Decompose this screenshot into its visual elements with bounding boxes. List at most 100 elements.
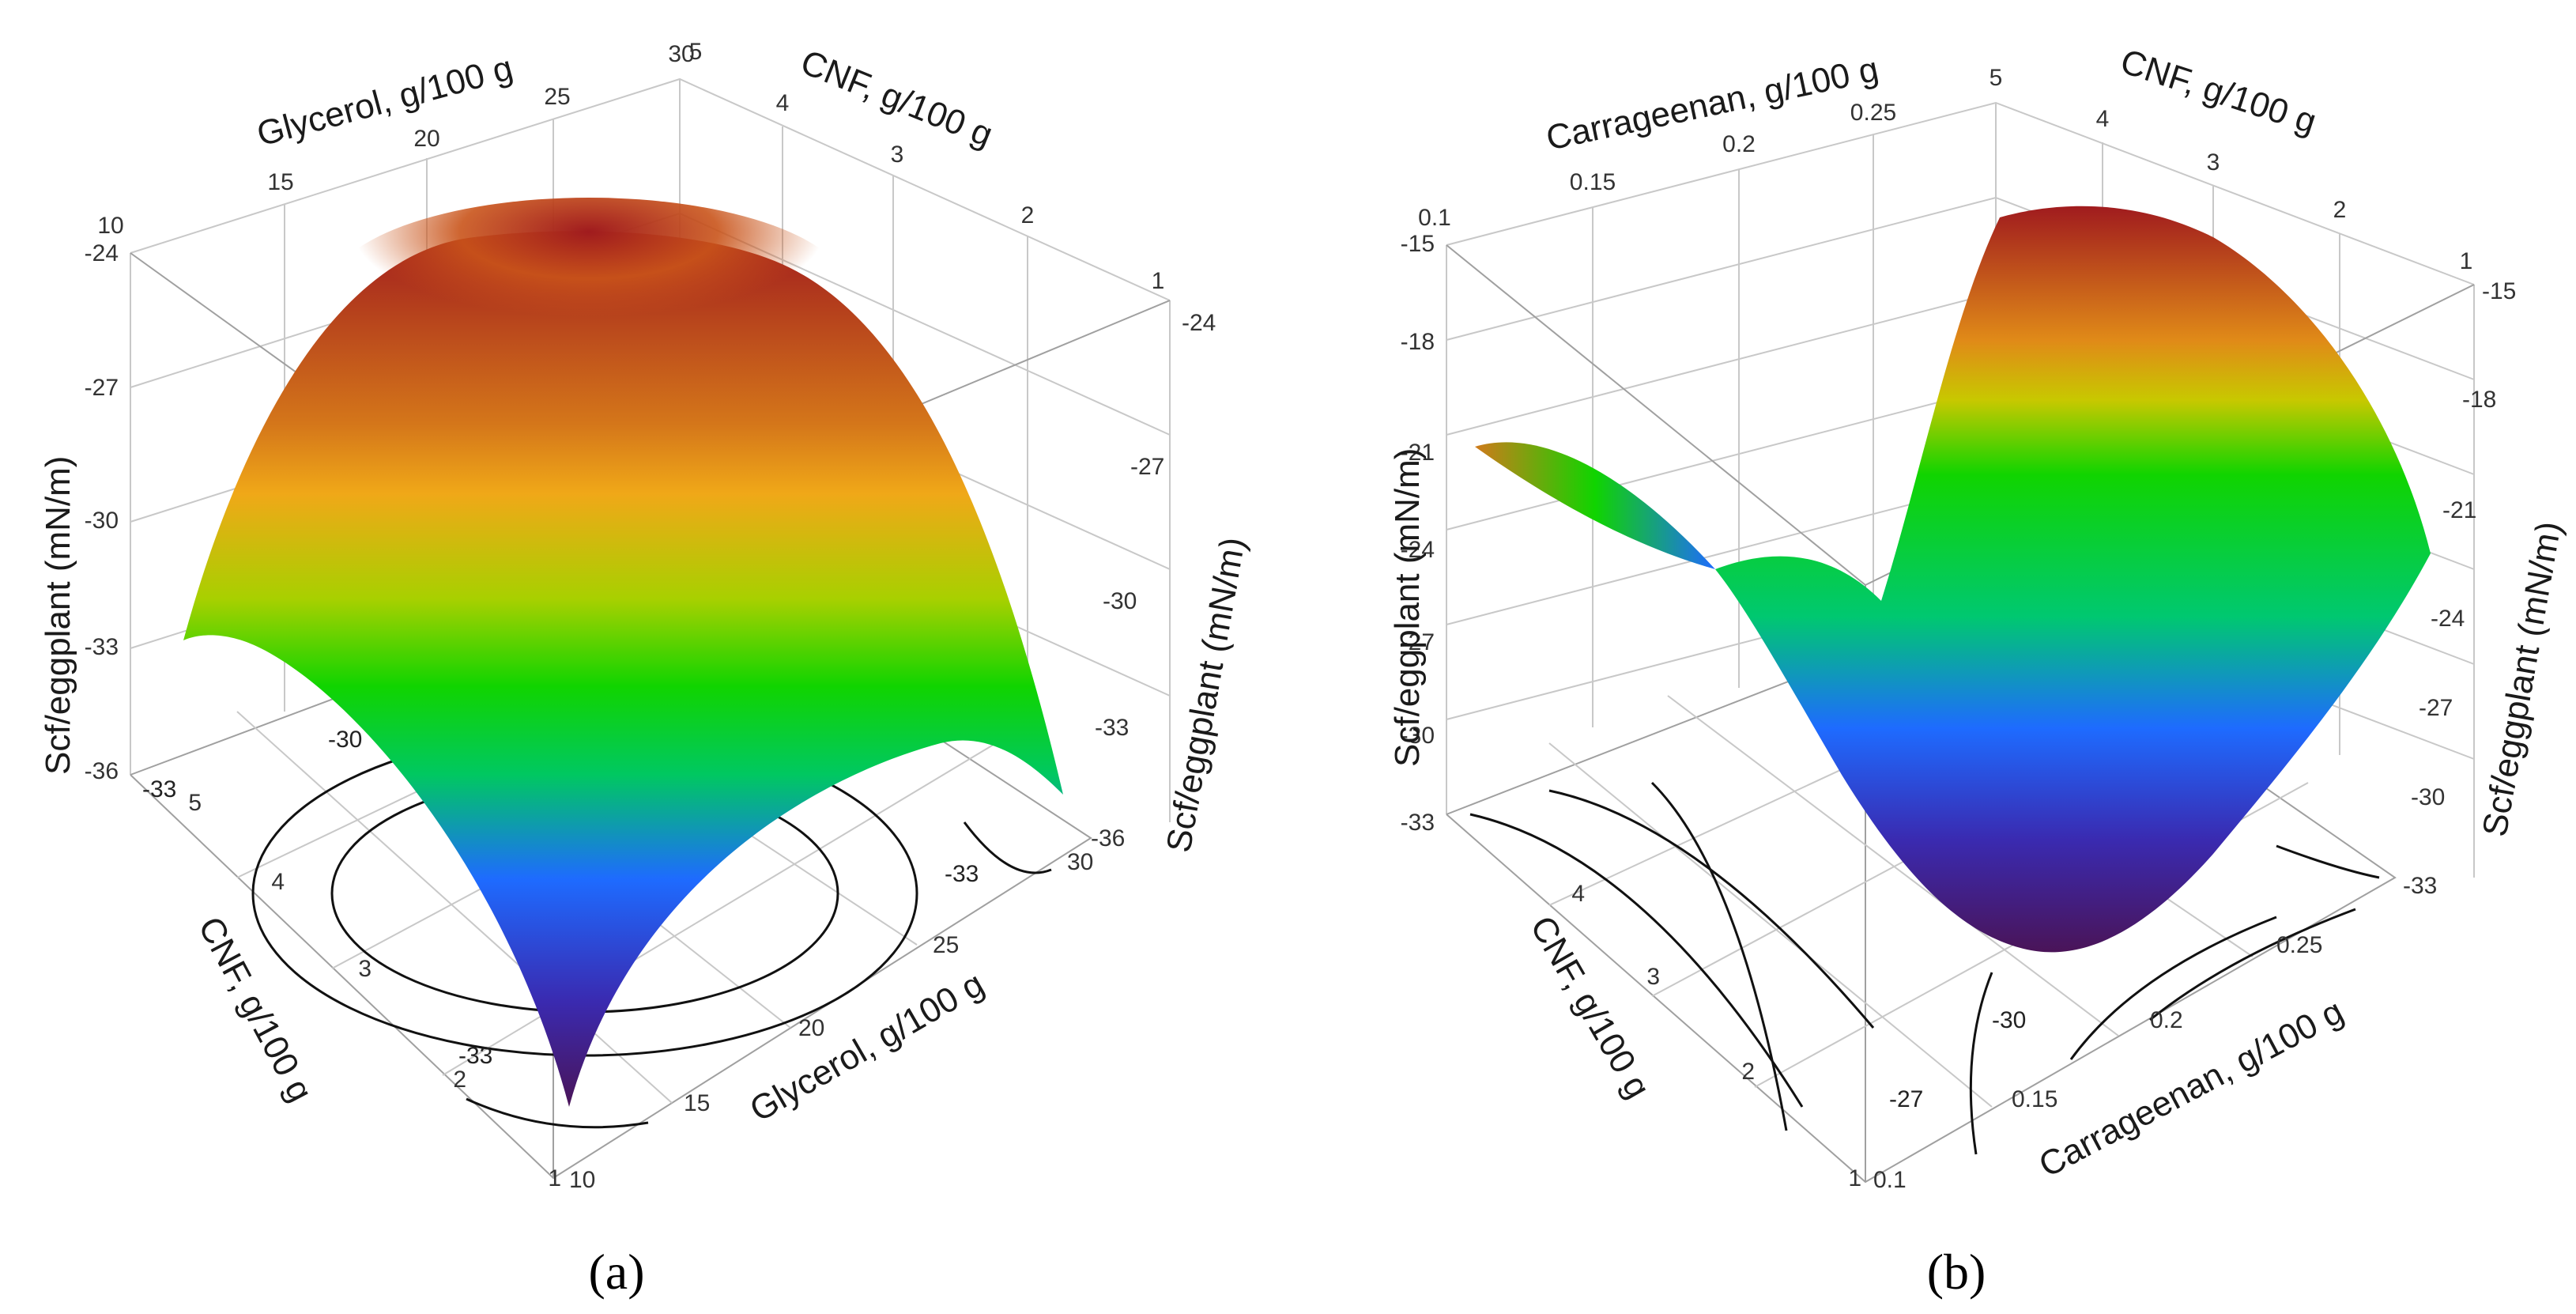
contour-label: -30 [328, 727, 362, 753]
panel-b-left-z-ticks: -15 -18 -21 -24 -27 -30 -33 [1401, 231, 1435, 836]
tick-label: 3 [1646, 964, 1660, 990]
panel-b-top-y-label: CNF, g/100 g [2116, 42, 2321, 142]
panel-a-right-z-ticks: -24 -27 -30 -33 -36 [1091, 310, 1216, 851]
panel-b-top-x-label: Carrageenan, g/100 g [1543, 50, 1882, 158]
tick-label: 4 [776, 90, 790, 116]
tick-label: 2 [1741, 1059, 1755, 1085]
tick-label: -18 [1401, 329, 1435, 355]
tick-label: 2 [1021, 202, 1035, 228]
panel-a-caption: (a) [588, 1244, 644, 1300]
panel-a-top-x-ticks: 10 15 20 25 30 [97, 41, 694, 239]
tick-label: 25 [933, 932, 959, 958]
tick-label: 0.1 [1873, 1167, 1907, 1193]
tick-label: -24 [1182, 310, 1216, 336]
tick-label: 4 [271, 869, 285, 895]
tick-label: -33 [1401, 810, 1435, 836]
panel-b-contours [1469, 781, 2380, 1155]
panel-a-base-x-ticks: 10 15 20 25 30 [569, 849, 1093, 1193]
tick-label: 25 [544, 84, 570, 110]
tick-label: 0.15 [2012, 1086, 2057, 1112]
panel-b-caption: (b) [1927, 1244, 1986, 1300]
tick-label: 30 [1067, 849, 1093, 875]
tick-label: 0.1 [1418, 205, 1451, 231]
tick-label: 20 [413, 126, 439, 152]
tick-label: 1 [1152, 268, 1165, 294]
tick-label: -21 [1401, 440, 1435, 466]
panel-a-top-y-ticks: 5 4 3 2 1 [689, 39, 1165, 294]
tick-label: -33 [1095, 715, 1129, 741]
panel-b-contour-labels: -30 -27 [1889, 1007, 2026, 1112]
contour-label: -27 [1889, 1086, 1923, 1112]
tick-label: 0.25 [1850, 100, 1896, 126]
tick-label: -36 [1091, 825, 1125, 851]
panel-b-right-z-label: Scf/eggplant (mN/m) [2476, 519, 2569, 840]
tick-label: -27 [85, 375, 119, 401]
tick-label: 4 [2096, 106, 2110, 132]
tick-label: -21 [2442, 497, 2476, 523]
tick-label: -36 [85, 758, 119, 784]
panel-a-top-x-label: Glycerol, g/100 g [253, 48, 517, 153]
tick-label: 2 [2333, 197, 2347, 223]
tick-label: -15 [2482, 278, 2516, 304]
panel-b-top-x-ticks: 0.1 0.15 0.2 0.25 [1418, 100, 1896, 231]
tick-label: 5 [689, 39, 703, 65]
panel-a-surface [183, 198, 1063, 1108]
tick-label: 4 [1571, 881, 1585, 907]
tick-label: -33 [85, 634, 119, 660]
panel-a-left-z-label: Scf/eggplant (mN/m) [39, 456, 77, 775]
tick-label: 3 [358, 956, 372, 982]
tick-label: -33 [2403, 873, 2437, 899]
tick-label: 1 [2460, 248, 2473, 274]
panel-a-base-y-ticks: 5 4 3 2 1 [188, 790, 561, 1191]
panel-b-bottom-x-label: Carrageenan, g/100 g [2033, 992, 2350, 1185]
panel-b-right-z-ticks: -15 -18 -21 -24 -27 -30 -33 [2403, 278, 2516, 899]
tick-label: 1 [1848, 1165, 1861, 1191]
tick-label: 15 [684, 1090, 710, 1116]
panel-a-bottom-y-label: CNF, g/100 g [190, 911, 320, 1108]
panel-a-right-z-label: Scf/eggplant (mN/m) [1160, 534, 1253, 855]
tick-label: 0.2 [2150, 1007, 2183, 1033]
panel-b-bottom-y-label: CNF, g/100 g [1522, 910, 1658, 1105]
panel-b-top-y-ticks: 5 4 3 2 1 [1990, 65, 2473, 274]
panel-a-left-z-ticks: -24 -27 -30 -33 -36 [85, 240, 119, 784]
tick-label: 10 [569, 1167, 595, 1193]
contour-label: -33 [945, 861, 979, 887]
panel-b-base-y-ticks: 4 3 2 1 [1571, 881, 1861, 1191]
tick-label: 5 [188, 790, 202, 816]
tick-label: -30 [85, 508, 119, 534]
contour-label: -33 [142, 776, 176, 802]
tick-label: -27 [1130, 454, 1164, 480]
tick-label: 1 [548, 1165, 561, 1191]
panel-b: 0.1 0.15 0.2 0.25 Carrageenan, g/100 g 5… [1388, 42, 2569, 1300]
tick-label: 0.25 [2276, 932, 2322, 958]
panel-a: 10 15 20 25 30 Glycerol, g/100 g 5 4 3 2… [39, 39, 1253, 1300]
tick-label: 30 [668, 41, 694, 67]
tick-label: 3 [891, 142, 904, 168]
contour-label: -30 [1992, 1007, 2026, 1033]
tick-label: 3 [2207, 149, 2220, 176]
tick-label: -30 [2411, 784, 2445, 810]
panel-b-left-z-label: Scf/eggplant (mN/m) [1388, 448, 1427, 767]
tick-label: 15 [267, 169, 293, 195]
tick-label: -30 [1401, 723, 1435, 749]
panel-a-bottom-x-label: Glycerol, g/100 g [744, 965, 991, 1130]
tick-label: 0.2 [1722, 131, 1756, 157]
tick-label: 20 [798, 1015, 824, 1041]
tick-label: 0.15 [1570, 169, 1616, 195]
tick-label: -15 [1401, 231, 1435, 257]
panel-a-contour-labels: -30 -33 -33 -33 [142, 727, 979, 1069]
tick-label: -24 [1401, 537, 1435, 563]
panel-b-surface [1475, 206, 2431, 953]
tick-label: -30 [1103, 588, 1137, 614]
tick-label: 10 [97, 213, 123, 239]
tick-label: -27 [2419, 695, 2453, 721]
contour-label: -33 [458, 1043, 492, 1069]
panel-b-base-x-ticks: 0.1 0.15 0.2 0.25 [1873, 932, 2322, 1193]
tick-label: -27 [1401, 629, 1435, 655]
tick-label: 5 [1990, 65, 2003, 91]
tick-label: -24 [85, 240, 119, 266]
panel-a-top-y-label: CNF, g/100 g [795, 43, 998, 155]
tick-label: 2 [453, 1067, 466, 1093]
tick-label: -18 [2462, 387, 2496, 413]
